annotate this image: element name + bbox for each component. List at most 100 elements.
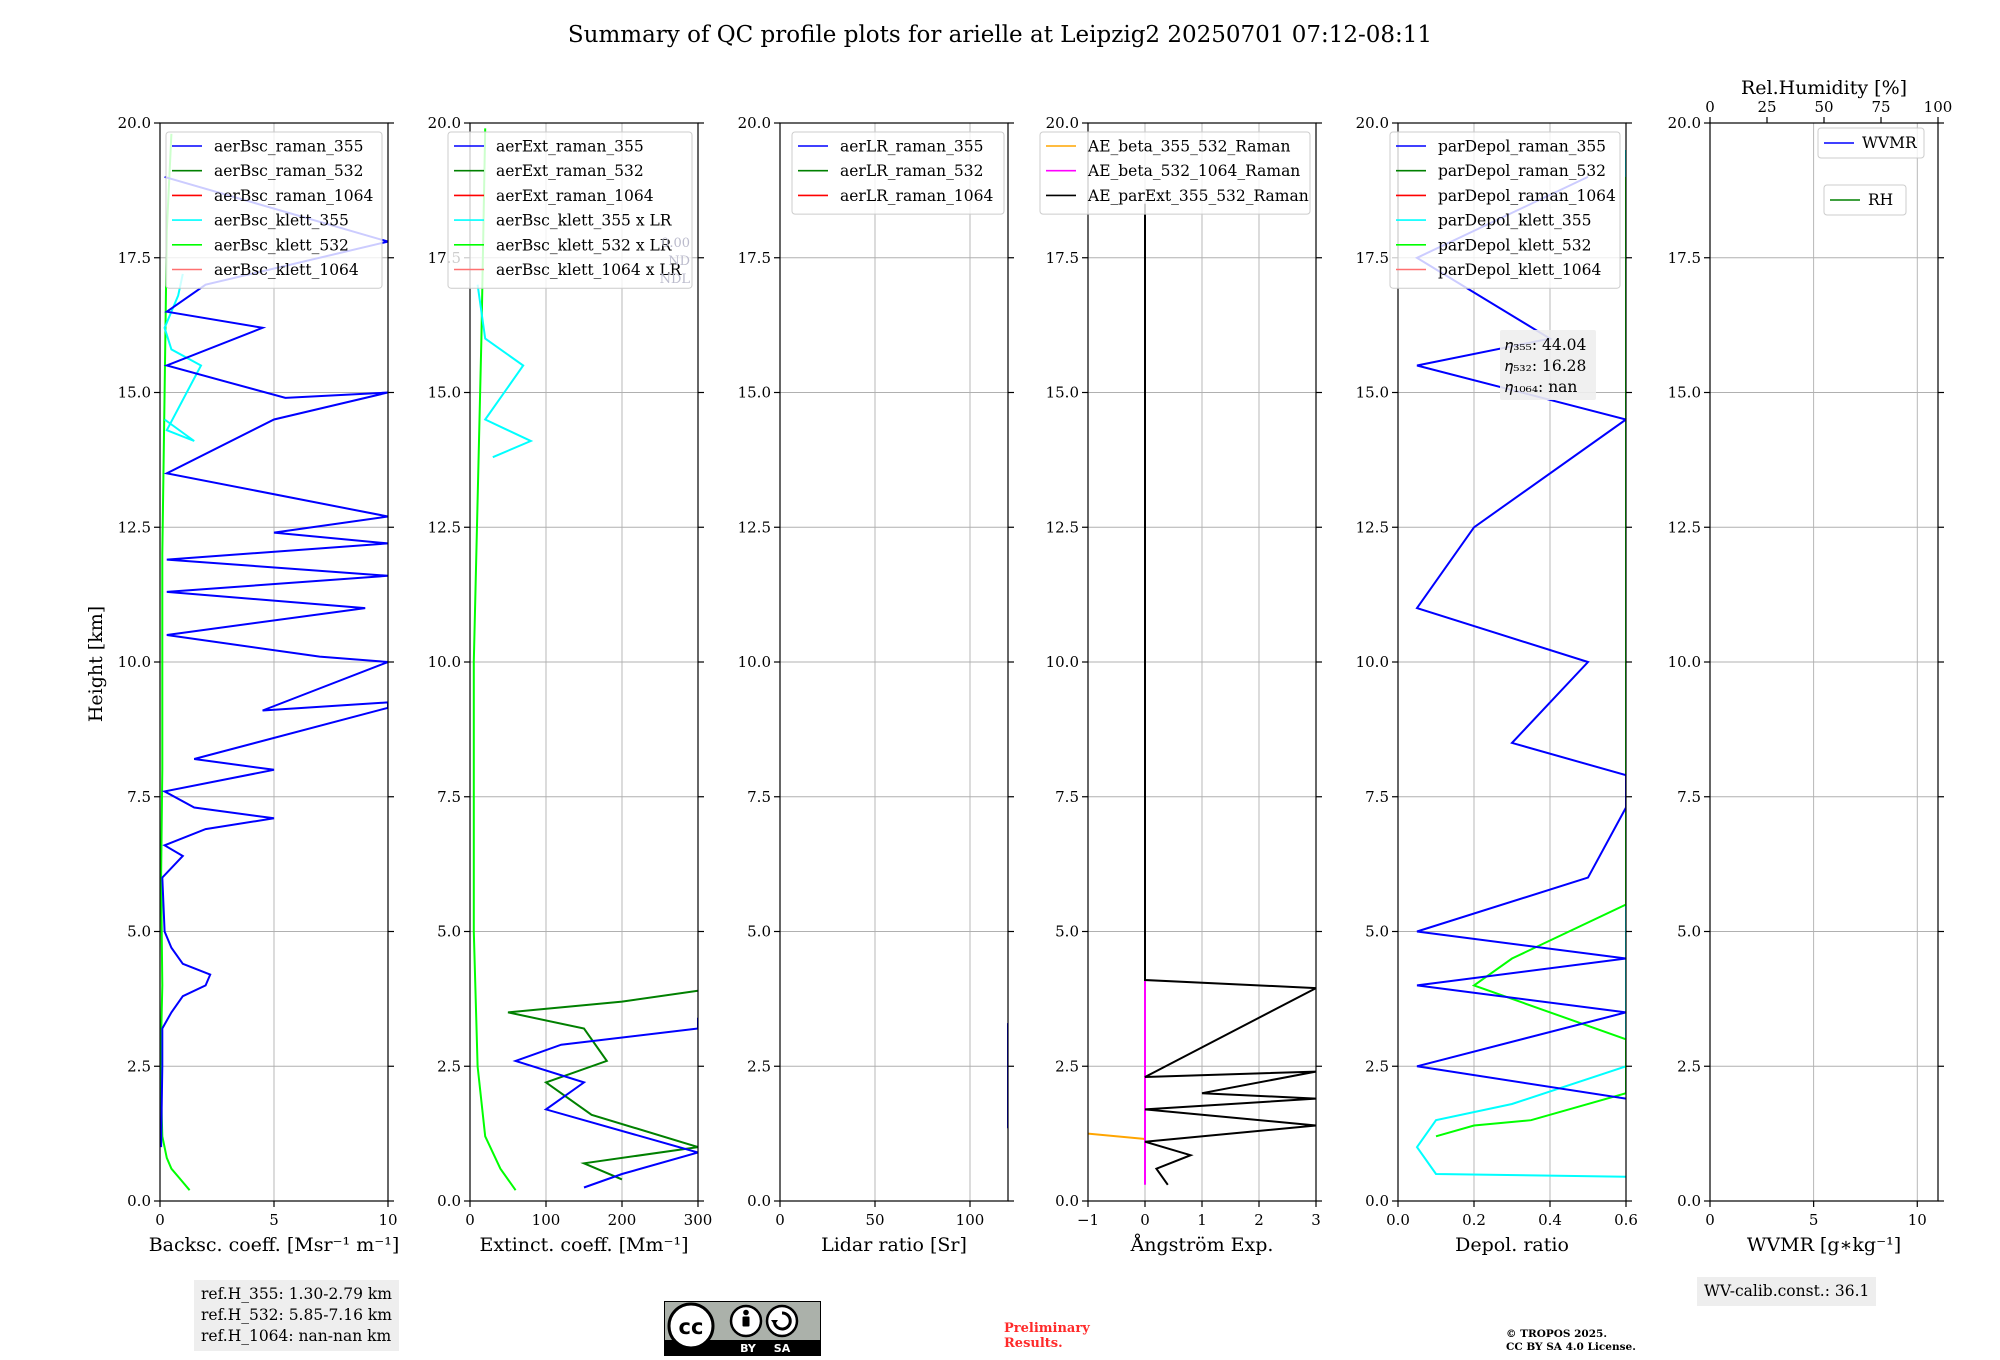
y-tick-label: 10.0 (118, 653, 151, 671)
y-tick-label: 17.5 (118, 249, 151, 267)
y-tick-label: 0.0 (1677, 1192, 1701, 1210)
x-tick-label: 0.6 (1614, 1211, 1638, 1229)
ref-height-1064: ref.H_1064: nan-nan km (201, 1327, 392, 1345)
ghost-label: ND (668, 254, 690, 269)
y-tick-label: 20.0 (738, 114, 771, 132)
x-tick-label: 3 (1311, 1211, 1321, 1229)
legend-entry: aerExt_raman_1064 (496, 187, 654, 205)
y-tick-label: 5.0 (127, 923, 151, 941)
cc-sa-label: SA (774, 1342, 791, 1355)
y-tick-label: 20.0 (1356, 114, 1389, 132)
y-tick-label: 5.0 (1365, 923, 1389, 941)
y-tick-label: 17.5 (738, 249, 771, 267)
panel-3: 0.0 2.5 5.0 7.5 10.0 12.5 15.0 17.5 20.0 0 50 100 Li… (738, 114, 1014, 1256)
wv-calibration-box: WV-calib.const.: 36.1 (1697, 1277, 1877, 1306)
series-line-parDepol_klett_355 (1415, 150, 1626, 1178)
y-tick-label: 12.5 (1668, 518, 1701, 536)
y-tick-label: 0.0 (127, 1192, 151, 1210)
x-tick-label: 0 (775, 1211, 785, 1229)
y-tick-label: 15.0 (1668, 384, 1701, 402)
x-tick-label: 5 (269, 1211, 279, 1229)
y-tick-label: 7.5 (1365, 788, 1389, 806)
panel-1: 0.0 2.5 5.0 7.5 10.0 12.5 15.0 17.5 20.0 0 5 10 Back… (118, 114, 400, 1256)
x-tick-label: 0 (1140, 1211, 1150, 1229)
y-tick-label: 20.0 (1046, 114, 1079, 132)
series-line-aerExt_raman_532 (507, 989, 698, 1181)
y-axis-label: Height [km] (85, 606, 107, 722)
ref-height-355: ref.H_355: 1.30-2.79 km (201, 1285, 392, 1303)
series-group (472, 128, 698, 1191)
legend-entry: AE_beta_532_1064_Raman (1087, 162, 1300, 180)
x-tick-label: 200 (608, 1211, 637, 1229)
legend-box (165, 131, 383, 289)
x-tick-label: 0.0 (1386, 1211, 1410, 1229)
legend-entry: parDepol_raman_355 (1438, 138, 1606, 156)
y-tick-label: 5.0 (437, 923, 461, 941)
series-line-aerBsc_raman_355 (160, 175, 388, 1148)
x-tick-label: 0 (465, 1211, 475, 1229)
y-tick-label: 12.5 (428, 518, 461, 536)
legend-entry: aerBsc_klett_532 (214, 236, 349, 254)
series-group (1088, 203, 1316, 1186)
y-tick-label: 0.0 (747, 1192, 771, 1210)
legend-box (791, 131, 1005, 215)
y-tick-label: 0.0 (1365, 1192, 1389, 1210)
eta-annotation-line: 𝜂₅₃₂: 16.28 (1505, 357, 1586, 375)
x-tick-label: 0.4 (1538, 1211, 1562, 1229)
y-tick-label: 10.0 (1668, 653, 1701, 671)
legend-box (1817, 127, 1925, 159)
legend-entry: aerBsc_raman_532 (214, 162, 364, 180)
series-group (160, 133, 388, 1191)
series-line-parDepol_klett_532 (1435, 176, 1626, 1138)
y-tick-label: 12.5 (1356, 518, 1389, 536)
ghost-label: 0.00 (661, 236, 690, 251)
legend-entry: parDepol_raman_1064 (1438, 187, 1616, 205)
preliminary-line-1: Preliminary (1004, 1321, 1090, 1336)
legend-entry: aerBsc_klett_1064 x LR (496, 261, 683, 279)
y-tick-label: 7.5 (747, 788, 771, 806)
preliminary-line-2: Results. (1004, 1336, 1063, 1351)
y-tick-label: 7.5 (1055, 788, 1079, 806)
svg-text:cc: cc (679, 1315, 704, 1339)
y-tick-label: 2.5 (437, 1057, 461, 1075)
copyright-line-1: © TROPOS 2025. (1506, 1328, 1608, 1340)
y-tick-label: 7.5 (437, 788, 461, 806)
top-tick-label: 50 (1814, 98, 1833, 116)
y-tick-label: 20.0 (1668, 114, 1701, 132)
cc-by-sa-badge: cc BY SA (664, 1301, 821, 1356)
top-tick-label: 25 (1757, 98, 1776, 116)
y-tick-label: 17.5 (1356, 249, 1389, 267)
panel-2: 0.02.55.07.510.012.515.017.520.00 100 200 3… (428, 114, 713, 1256)
x-axis-label: Backsc. coeff. [Msr⁻¹ m⁻¹] (149, 1234, 400, 1256)
legend-box (447, 131, 693, 289)
y-tick-label: 12.5 (1046, 518, 1079, 536)
top-tick-label: 100 (1924, 98, 1953, 116)
legend-entry: aerBsc_raman_1064 (214, 187, 374, 205)
top-axis-label: Rel.Humidity [%] (1741, 77, 1907, 99)
panel-5: 0.0 2.5 5.0 7.5 10.0 12.5 15.0 17.5 20.0 0.0 0.2 0.… (1356, 114, 1638, 1256)
legend-entry: WVMR (1862, 134, 1918, 152)
legend-entry: aerBsc_klett_1064 (214, 261, 359, 279)
x-axis-label: WVMR [g∗kg⁻¹] (1747, 1234, 1901, 1256)
x-tick-label: 2 (1254, 1211, 1264, 1229)
ref-height-532: ref.H_532: 5.85-7.16 km (201, 1306, 392, 1324)
x-tick-label: 5 (1809, 1211, 1819, 1229)
legend-entry: RH (1868, 191, 1893, 209)
y-tick-label: 12.5 (118, 518, 151, 536)
legend-entry: parDepol_klett_1064 (1438, 261, 1601, 279)
eta-annotation-line: 𝜂₃₅₅: 44.04 (1505, 336, 1587, 354)
x-axis-label: Extinct. coeff. [Mm⁻¹] (479, 1234, 688, 1256)
y-tick-label: 20.0 (118, 114, 151, 132)
legend-box (1039, 131, 1311, 215)
series-line-aerBsc_klett_532 (160, 133, 191, 1191)
legend-entry: AE_beta_355_532_Raman (1087, 138, 1290, 156)
y-tick-label: 5.0 (1677, 923, 1701, 941)
legend-entry: aerBsc_klett_355 (214, 212, 349, 230)
series-line-AE_parExt_355_532_Raman (1144, 203, 1316, 1186)
series-group (1414, 150, 1626, 1178)
y-tick-label: 15.0 (1356, 384, 1389, 402)
y-tick-label: 2.5 (127, 1057, 151, 1075)
x-tick-label: 1 (1197, 1211, 1207, 1229)
y-tick-label: 7.5 (127, 788, 151, 806)
legend-entry: aerBsc_raman_355 (214, 138, 364, 156)
